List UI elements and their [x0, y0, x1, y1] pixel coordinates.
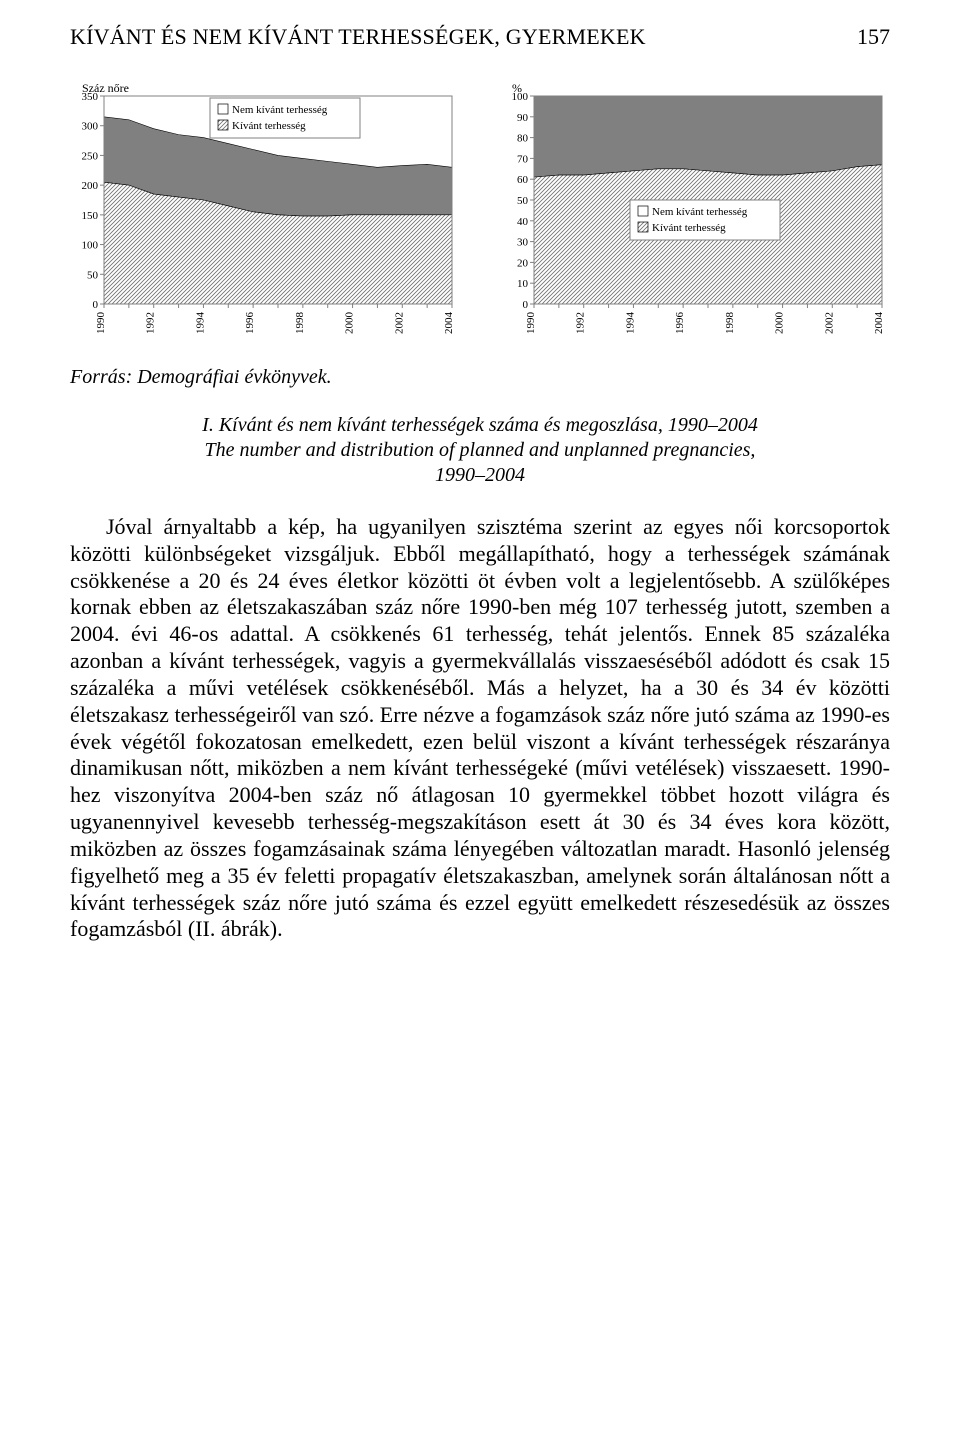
body-paragraph: Jóval árnyaltabb a kép, ha ugyanilyen sz…: [70, 514, 890, 943]
legend-swatch-unwanted: [218, 104, 228, 114]
legend-swatch-wanted: [638, 222, 648, 232]
figure-caption-line2: The number and distribution of planned a…: [80, 438, 880, 463]
x-tick-label: 1990: [95, 312, 107, 335]
figure-caption-line1: I. Kívánt és nem kívánt terhességek szám…: [80, 413, 880, 438]
y-tick-label: 300: [82, 121, 99, 133]
chart-title: Száz nőre: [82, 81, 129, 95]
x-tick-label: 1990: [525, 312, 537, 335]
y-tick-label: 10: [517, 278, 529, 290]
x-tick-label: 1996: [244, 312, 256, 335]
source-line: Forrás: Demográfiai évkönyvek.: [70, 366, 890, 389]
x-tick-label: 2000: [344, 312, 356, 335]
y-tick-label: 0: [523, 299, 529, 311]
y-tick-label: 150: [82, 210, 99, 222]
x-tick-label: 1998: [724, 312, 736, 335]
x-tick-label: 2002: [823, 312, 835, 334]
legend-swatch-wanted: [218, 120, 228, 130]
legend-label-unwanted: Nem kívánt terhesség: [232, 104, 328, 116]
x-tick-label: 2000: [774, 312, 786, 335]
x-tick-label: 2004: [443, 312, 455, 335]
charts-row: 0501001502002503003501990199219941996199…: [70, 78, 890, 348]
figure-caption-line3: 1990–2004: [80, 463, 880, 488]
y-tick-label: 80: [517, 133, 529, 145]
x-tick-label: 1996: [674, 312, 686, 335]
x-tick-label: 1992: [145, 312, 157, 334]
y-tick-label: 50: [517, 195, 529, 207]
x-tick-label: 2004: [873, 312, 885, 335]
x-tick-label: 1998: [294, 312, 306, 335]
chart-title: %: [512, 81, 522, 95]
y-tick-label: 250: [82, 150, 99, 162]
body-text: Jóval árnyaltabb a kép, ha ugyanilyen sz…: [70, 514, 890, 943]
y-tick-label: 50: [87, 269, 99, 281]
page-number: 157: [857, 24, 890, 50]
x-tick-label: 1994: [624, 312, 636, 335]
y-tick-label: 20: [517, 257, 529, 269]
y-tick-label: 0: [93, 299, 99, 311]
y-tick-label: 100: [82, 240, 99, 252]
y-tick-label: 30: [517, 237, 529, 249]
x-tick-label: 1992: [575, 312, 587, 334]
y-tick-label: 40: [517, 216, 529, 228]
x-tick-label: 2002: [393, 312, 405, 334]
legend-label-wanted: Kívánt terhesség: [232, 120, 306, 132]
chart-left: 0501001502002503003501990199219941996199…: [70, 78, 460, 348]
y-tick-label: 200: [82, 180, 99, 192]
legend-label-wanted: Kívánt terhesség: [652, 222, 726, 234]
page-header: KÍVÁNT ÉS NEM KÍVÁNT TERHESSÉGEK, GYERME…: [70, 24, 890, 50]
legend-label-unwanted: Nem kívánt terhesség: [652, 206, 748, 218]
figure-caption: I. Kívánt és nem kívánt terhességek szám…: [80, 413, 880, 488]
legend-swatch-unwanted: [638, 206, 648, 216]
x-tick-label: 1994: [194, 312, 206, 335]
y-tick-label: 60: [517, 174, 529, 186]
y-tick-label: 90: [517, 112, 529, 124]
chart-right: 0102030405060708090100199019921994199619…: [500, 78, 890, 348]
header-title: KÍVÁNT ÉS NEM KÍVÁNT TERHESSÉGEK, GYERME…: [70, 24, 646, 50]
y-tick-label: 70: [517, 153, 529, 165]
